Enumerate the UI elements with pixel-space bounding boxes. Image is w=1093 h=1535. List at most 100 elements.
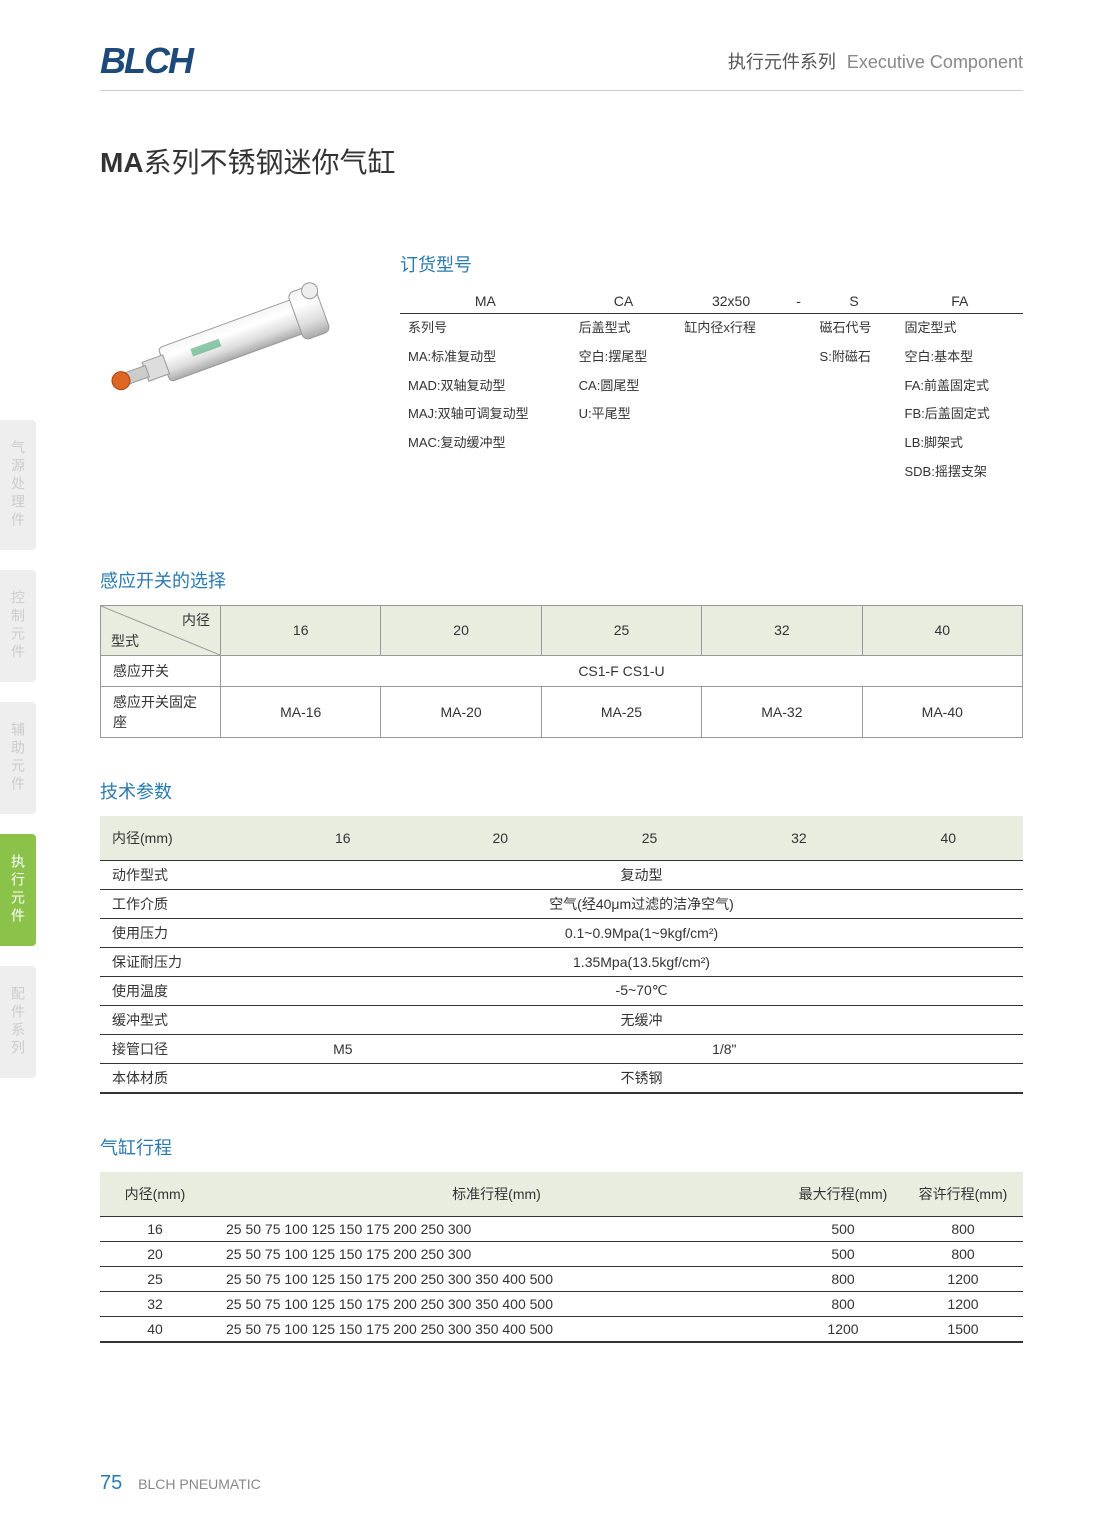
title-rest: 系列不锈钢迷你气缸: [144, 147, 396, 178]
order-cell: [812, 400, 897, 429]
stroke-cell: 25 50 75 100 125 150 175 200 250 300 350…: [210, 1291, 783, 1316]
tech-row-label: 缓冲型式: [100, 1005, 260, 1034]
tech-h: 32: [724, 816, 873, 861]
tech-h: 16: [260, 816, 426, 861]
stroke-cell: 32: [100, 1291, 210, 1316]
order-cell: [786, 314, 812, 343]
order-cell: [676, 458, 785, 487]
tech-section-label: 技术参数: [100, 778, 1023, 804]
order-col-1: CA: [571, 289, 677, 314]
category-cn: 执行元件系列: [728, 52, 836, 72]
order-col-4: S: [812, 289, 897, 314]
footer-brand: BLCH PNEUMATIC: [138, 1476, 261, 1492]
order-cell: MA:标准复动型: [400, 343, 571, 372]
page-title: MA系列不锈钢迷你气缸: [100, 141, 1023, 181]
order-cell: [786, 400, 812, 429]
sensor-section-label: 感应开关的选择: [100, 567, 1023, 593]
order-cell: MAD:双轴复动型: [400, 372, 571, 401]
order-cell: [786, 372, 812, 401]
order-cell: MAJ:双轴可调复动型: [400, 400, 571, 429]
order-section-label: 订货型号: [400, 251, 1023, 277]
order-cell: MAC:复动缓冲型: [400, 429, 571, 458]
stroke-cell: 25 50 75 100 125 150 175 200 250 300: [210, 1241, 783, 1266]
tech-row-label: 动作型式: [100, 860, 260, 889]
sensor-row1-label: 感应开关: [101, 655, 221, 686]
side-nav-tabs: 气源处理件控制元件辅助元件执行元件配件系列: [0, 420, 38, 1098]
tech-row-label: 使用温度: [100, 976, 260, 1005]
tech-h: 20: [426, 816, 575, 861]
stroke-h2: 最大行程(mm): [783, 1172, 903, 1217]
stroke-cell: 25 50 75 100 125 150 175 200 250 300 350…: [210, 1316, 783, 1342]
side-tab[interactable]: 控制元件: [0, 570, 36, 682]
order-col-0: MA: [400, 289, 571, 314]
order-cell: 缸内径x行程: [676, 314, 785, 343]
sensor-diag-header: 内径 型式: [101, 605, 221, 655]
tech-h: 25: [575, 816, 724, 861]
stroke-cell: 500: [783, 1241, 903, 1266]
stroke-h0: 内径(mm): [100, 1172, 210, 1217]
stroke-cell: 800: [903, 1241, 1023, 1266]
order-cell: SDB:摇摆支架: [897, 458, 1024, 487]
stroke-cell: 25: [100, 1266, 210, 1291]
tech-row-val: 空气(经40μm过滤的洁净空气): [260, 889, 1023, 918]
side-tab[interactable]: 执行元件: [0, 834, 36, 946]
order-cell: CA:圆尾型: [571, 372, 677, 401]
order-cell: [676, 343, 785, 372]
sensor-col: 32: [702, 605, 862, 655]
order-cell: [400, 458, 571, 487]
order-code-table: MA CA 32x50 - S FA 系列号后盖型式缸内径x行程磁石代号固定型式…: [400, 289, 1023, 487]
sensor-col: 25: [541, 605, 701, 655]
stroke-cell: 1200: [903, 1291, 1023, 1316]
stroke-cell: 40: [100, 1316, 210, 1342]
tech-mat-label: 本体材质: [100, 1063, 260, 1093]
order-cell: U:平尾型: [571, 400, 677, 429]
order-col-2: 32x50: [676, 289, 785, 314]
order-cell: [676, 372, 785, 401]
side-tab[interactable]: 辅助元件: [0, 702, 36, 814]
tech-row-label: 工作介质: [100, 889, 260, 918]
order-cell: FB:后盖固定式: [897, 400, 1024, 429]
category-en: Executive Component: [847, 52, 1023, 72]
side-tab[interactable]: 配件系列: [0, 966, 36, 1078]
order-cell: 磁石代号: [812, 314, 897, 343]
sensor-col: 16: [221, 605, 381, 655]
stroke-h3: 容许行程(mm): [903, 1172, 1023, 1217]
order-cell: 空白:基本型: [897, 343, 1024, 372]
page-header: BLCH 执行元件系列 Executive Component: [100, 40, 1023, 91]
order-cell: [571, 429, 677, 458]
order-cell: [786, 343, 812, 372]
side-tab[interactable]: 气源处理件: [0, 420, 36, 550]
order-cell: [812, 458, 897, 487]
stroke-section-label: 气缸行程: [100, 1134, 1023, 1160]
tech-row-val: 无缓冲: [260, 1005, 1023, 1034]
sensor-table: 内径 型式 16 20 25 32 40 感应开关 CS1-F CS1-U 感应…: [100, 605, 1023, 738]
order-cell: [676, 429, 785, 458]
sensor-cell: MA-32: [702, 686, 862, 737]
order-col-5: FA: [897, 289, 1024, 314]
tech-port-label: 接管口径: [100, 1034, 260, 1063]
order-cell: [812, 372, 897, 401]
product-image: [100, 251, 360, 431]
page-footer: 75 BLCH PNEUMATIC: [100, 1472, 261, 1495]
tech-row-label: 保证耐压力: [100, 947, 260, 976]
sensor-cell: MA-40: [862, 686, 1022, 737]
order-cell: 系列号: [400, 314, 571, 343]
diag-bot: 型式: [111, 631, 139, 651]
sensor-col: 20: [381, 605, 541, 655]
stroke-cell: 1500: [903, 1316, 1023, 1342]
order-cell: 空白:摆尾型: [571, 343, 677, 372]
stroke-cell: 1200: [903, 1266, 1023, 1291]
stroke-cell: 800: [783, 1291, 903, 1316]
order-cell: [786, 458, 812, 487]
tech-row-val: -5~70℃: [260, 976, 1023, 1005]
stroke-h1: 标准行程(mm): [210, 1172, 783, 1217]
title-model: MA: [100, 147, 144, 178]
order-cell: [571, 458, 677, 487]
brand-logo: BLCH: [100, 40, 192, 82]
order-cell: 固定型式: [897, 314, 1024, 343]
stroke-cell: 1200: [783, 1316, 903, 1342]
page-number: 75: [100, 1472, 122, 1494]
stroke-cell: 20: [100, 1241, 210, 1266]
tech-row-val: 0.1~0.9Mpa(1~9kgf/cm²): [260, 918, 1023, 947]
stroke-cell: 25 50 75 100 125 150 175 200 250 300 350…: [210, 1266, 783, 1291]
